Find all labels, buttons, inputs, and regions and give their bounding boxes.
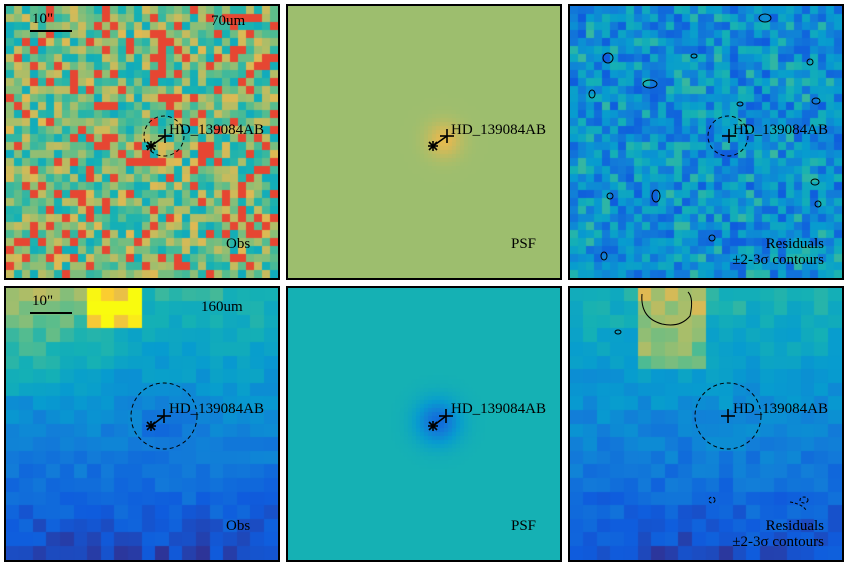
residuals-label: Residuals [765,518,824,534]
aperture-circle [707,115,749,157]
overlay-160um-psf [428,409,453,431]
overlay-160um-obs [30,312,198,450]
target-marker [428,409,453,431]
aperture-circle [130,382,198,450]
panel-70um-psf: HD_139084AB PSF [286,4,562,280]
target-label: HD_139084AB [169,401,265,417]
overlay-70um-obs [30,30,185,157]
overlay-160um-residuals [614,291,809,511]
residual-contour [614,329,622,335]
target-label: HD_139084AB [733,122,829,138]
scale-bar-label: 10" [32,293,54,309]
image-70um-residuals [570,6,842,278]
residuals-label: Residuals [765,236,824,252]
target-marker [721,409,735,423]
obs-label: Obs [226,518,251,534]
band-label: 160um [201,299,243,315]
panel-160um-residuals: HD_139084AB Residuals ±2-3σ contours [568,286,844,562]
target-label: HD_139084AB [451,401,547,417]
panel-70um-obs: 10" 70um HD_139084AB Obs [4,4,280,280]
image-160um-obs [6,288,278,560]
residual-contours [588,13,822,261]
panel-160um-obs: 10" 160um HD_139084AB Obs [4,286,280,562]
obs-label: Obs [226,236,251,252]
image-70um-obs [6,6,278,278]
image-70um-psf [288,6,560,278]
scale-bar-label: 10" [32,11,54,27]
target-marker [428,129,454,151]
residual-contour-positive [641,291,693,326]
psf-label: PSF [511,518,537,534]
aperture-circle [694,382,762,450]
contours-label: ±2-3σ contours [732,252,824,268]
contours-label: ±2-3σ contours [732,534,824,550]
target-marker [146,409,171,431]
image-160um-psf [288,288,560,560]
target-marker [146,129,172,151]
panel-70um-residuals: HD_139084AB Residuals ±2-3σ contours [568,4,844,280]
aperture-circle [143,115,185,157]
target-marker [722,129,736,143]
target-label: HD_139084AB [733,401,829,417]
residual-contours-negative [708,496,809,511]
psf-label: PSF [511,236,537,252]
band-label: 70um [211,13,246,29]
overlay-70um-psf [428,129,454,151]
overlay-70um-residuals [588,13,822,261]
target-label: HD_139084AB [451,122,547,138]
target-label: HD_139084AB [169,122,265,138]
panel-160um-psf: HD_139084AB PSF [286,286,562,562]
